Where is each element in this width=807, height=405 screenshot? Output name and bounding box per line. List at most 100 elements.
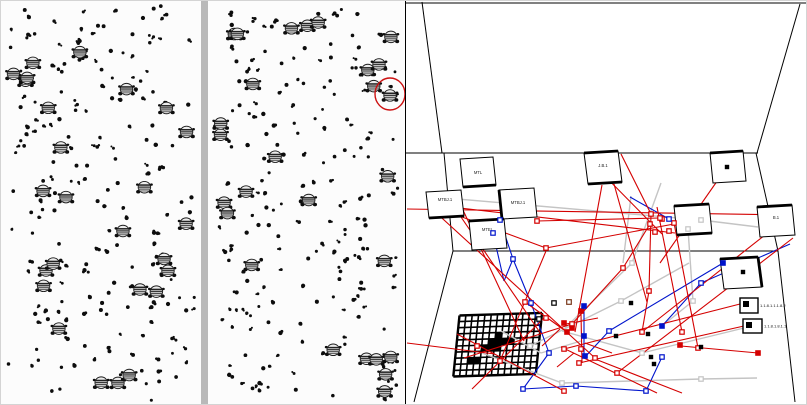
network-node-square[interactable] <box>724 164 730 170</box>
network-node-square[interactable] <box>576 360 582 366</box>
network-node-square[interactable] <box>559 380 565 386</box>
network-node-square[interactable] <box>620 265 626 271</box>
network-node-square[interactable] <box>573 383 579 389</box>
network-node-square[interactable] <box>536 316 542 322</box>
network-node-square[interactable] <box>561 346 567 352</box>
network-node-square[interactable] <box>520 386 526 392</box>
network-node-square[interactable] <box>613 333 619 339</box>
red-link-line <box>541 328 561 347</box>
scatter-dot <box>301 285 305 289</box>
network-node-square[interactable] <box>564 329 570 335</box>
network-node-square[interactable] <box>671 220 677 226</box>
scene-box[interactable]: MTBJ.1 <box>497 187 538 220</box>
network-node-square[interactable] <box>666 228 672 234</box>
scatter-dot <box>152 243 156 247</box>
scatter-dot <box>241 270 245 274</box>
tag-box[interactable]: 1.1.8.1.8.1.1 <box>742 318 787 334</box>
scatter-dot <box>145 163 149 167</box>
scene-box[interactable]: B.1 <box>756 203 796 238</box>
scatter-dot <box>82 344 87 348</box>
scatter-dot <box>26 14 30 18</box>
network-node-square[interactable] <box>546 350 552 356</box>
scatter-dot <box>222 318 225 321</box>
scatter-dot <box>259 257 264 262</box>
scene-box[interactable]: MTBJ.1 <box>425 189 465 220</box>
network-node-square[interactable] <box>639 350 645 356</box>
network-node-square[interactable] <box>561 388 567 394</box>
network-node-square[interactable] <box>720 260 726 266</box>
network-node-square[interactable] <box>543 245 549 251</box>
network-node-square[interactable] <box>659 354 665 360</box>
scatter-dot <box>60 44 63 47</box>
scatter-dot <box>356 45 361 50</box>
network-node-square[interactable] <box>614 370 620 376</box>
scatter-dot <box>245 312 248 316</box>
network-node-square[interactable] <box>651 361 657 367</box>
network-node-square[interactable] <box>551 300 557 306</box>
network-node-square[interactable] <box>569 325 575 331</box>
network-node-square[interactable] <box>578 308 584 314</box>
panel-divider[interactable] <box>201 1 208 405</box>
network-node-square[interactable] <box>690 298 696 304</box>
network-node-square[interactable] <box>645 331 651 337</box>
network-node-square[interactable] <box>497 217 503 223</box>
network-node-square[interactable] <box>582 353 588 359</box>
network-node-square[interactable] <box>527 343 533 349</box>
network-node-square[interactable] <box>698 280 704 286</box>
network-node-square[interactable] <box>648 354 654 360</box>
network-node-square[interactable] <box>740 269 746 275</box>
network-node-square[interactable] <box>677 342 683 348</box>
network-node-square[interactable] <box>698 217 704 223</box>
scatter-dot <box>144 137 149 142</box>
network-node-square[interactable] <box>629 260 635 266</box>
scene-box[interactable]: MTEL. <box>468 217 508 251</box>
network-node-square[interactable] <box>578 346 584 352</box>
scatter-dot <box>31 130 35 133</box>
network-node-square[interactable] <box>643 388 649 394</box>
scatter-dot <box>111 280 117 285</box>
scene-box[interactable]: MTL <box>459 156 497 189</box>
blue-link-line <box>503 258 514 282</box>
scatter-dot <box>37 215 41 219</box>
network-node-square[interactable] <box>528 300 534 306</box>
network-node-square[interactable] <box>581 333 587 339</box>
network-node-square[interactable] <box>698 344 704 350</box>
network-node-square[interactable] <box>652 229 658 235</box>
network-node-square[interactable] <box>606 328 612 334</box>
network-node-square[interactable] <box>646 288 652 294</box>
network-node-square[interactable] <box>628 300 634 306</box>
network-node-square[interactable] <box>497 358 503 364</box>
scene-box[interactable]: J.B.1 <box>583 149 623 186</box>
scatter-dot <box>361 90 364 92</box>
network-node-square[interactable] <box>755 350 761 356</box>
scatter-dot <box>321 108 324 111</box>
network-node-square[interactable] <box>618 298 624 304</box>
tag-box[interactable]: 1.1.8.1.1.1.8.2 <box>739 297 786 314</box>
network-node-square[interactable] <box>510 256 516 262</box>
network-node-square[interactable] <box>698 376 704 382</box>
scatter-dot <box>342 148 347 153</box>
network-node-square[interactable] <box>522 299 528 305</box>
network-node-square[interactable] <box>639 329 645 335</box>
scatter-dot <box>316 12 319 15</box>
network-node-square[interactable] <box>534 218 540 224</box>
world-2d-canvas[interactable] <box>1 1 405 405</box>
scatter-dot <box>104 312 109 317</box>
network-node-square[interactable] <box>659 323 665 329</box>
network-node-square[interactable] <box>657 215 663 221</box>
network-node-square[interactable] <box>566 299 572 305</box>
network-node-square[interactable] <box>474 343 480 349</box>
network-node-square[interactable] <box>679 329 685 335</box>
scatter-dot <box>358 236 363 242</box>
network-node-square[interactable] <box>592 355 598 361</box>
network-node-square[interactable] <box>685 226 691 232</box>
network-node-square[interactable] <box>561 320 567 326</box>
network-node-square[interactable] <box>581 303 587 309</box>
network-node-square[interactable] <box>647 221 653 227</box>
network-node-square[interactable] <box>648 211 654 217</box>
scene-3d-canvas[interactable]: MTL J.B.1 MTBJ.1 MTBJ.1 MTEL. B.1 1.1.8.1.1.1.… <box>405 1 807 405</box>
network-node-square[interactable] <box>666 216 672 222</box>
scene-box[interactable] <box>673 202 713 237</box>
network-node-square[interactable] <box>543 315 549 321</box>
network-node-square[interactable] <box>490 230 496 236</box>
